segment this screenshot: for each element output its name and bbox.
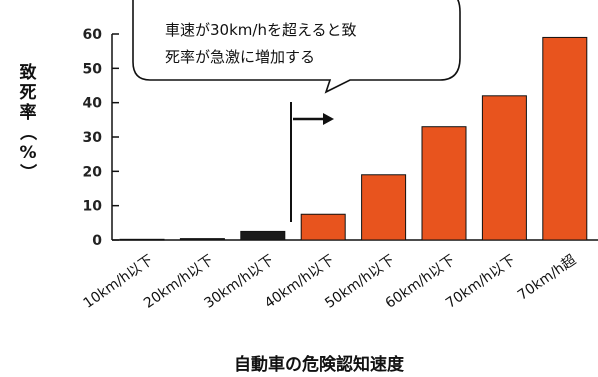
- y-axis-title: 致死率（%）: [17, 62, 38, 181]
- bar-8: [542, 36, 588, 241]
- callout: 車速が30km/hを超えると致 死率が急激に増加する: [132, 0, 461, 94]
- y-tick-label: 30: [83, 130, 103, 146]
- bar-2: [179, 238, 225, 241]
- threshold-marker: [290, 102, 334, 222]
- callout-bubble: [132, 0, 461, 94]
- y-axis-title-char: 率: [20, 102, 37, 123]
- x-tick-label: 70km/h超: [515, 252, 579, 304]
- y-axis-title-char: %: [19, 143, 36, 163]
- y-tick-label: 60: [83, 27, 103, 43]
- x-axis-title: 自動車の危険認知速度: [234, 354, 405, 375]
- y-axis-title-char: 死: [20, 83, 37, 103]
- bar-1: [119, 238, 165, 241]
- x-axis-tick-labels: 10km/h以下20km/h以下30km/h以下40km/h以下50km/h以下…: [81, 252, 579, 312]
- callout-text-line-2: 死率が急激に増加する: [165, 48, 315, 66]
- arrow-head-icon: [323, 113, 334, 125]
- bar-4: [300, 213, 346, 241]
- bar-7: [481, 95, 527, 241]
- y-axis-title-char: ）: [17, 164, 38, 181]
- y-tick-label: 40: [83, 96, 103, 112]
- bar-5: [361, 174, 407, 241]
- y-axis-title-char: 致: [20, 62, 38, 83]
- y-tick-label: 0: [92, 233, 102, 249]
- y-axis-title-char: （: [17, 124, 38, 141]
- y-tick-label: 50: [83, 61, 103, 77]
- bars: [119, 36, 588, 241]
- y-tick-label: 20: [83, 164, 103, 180]
- bar-3: [240, 230, 286, 241]
- callout-text-line-1: 車速が30km/hを超えると致: [165, 21, 357, 39]
- bar-6: [421, 126, 467, 241]
- y-tick-label: 10: [83, 199, 103, 215]
